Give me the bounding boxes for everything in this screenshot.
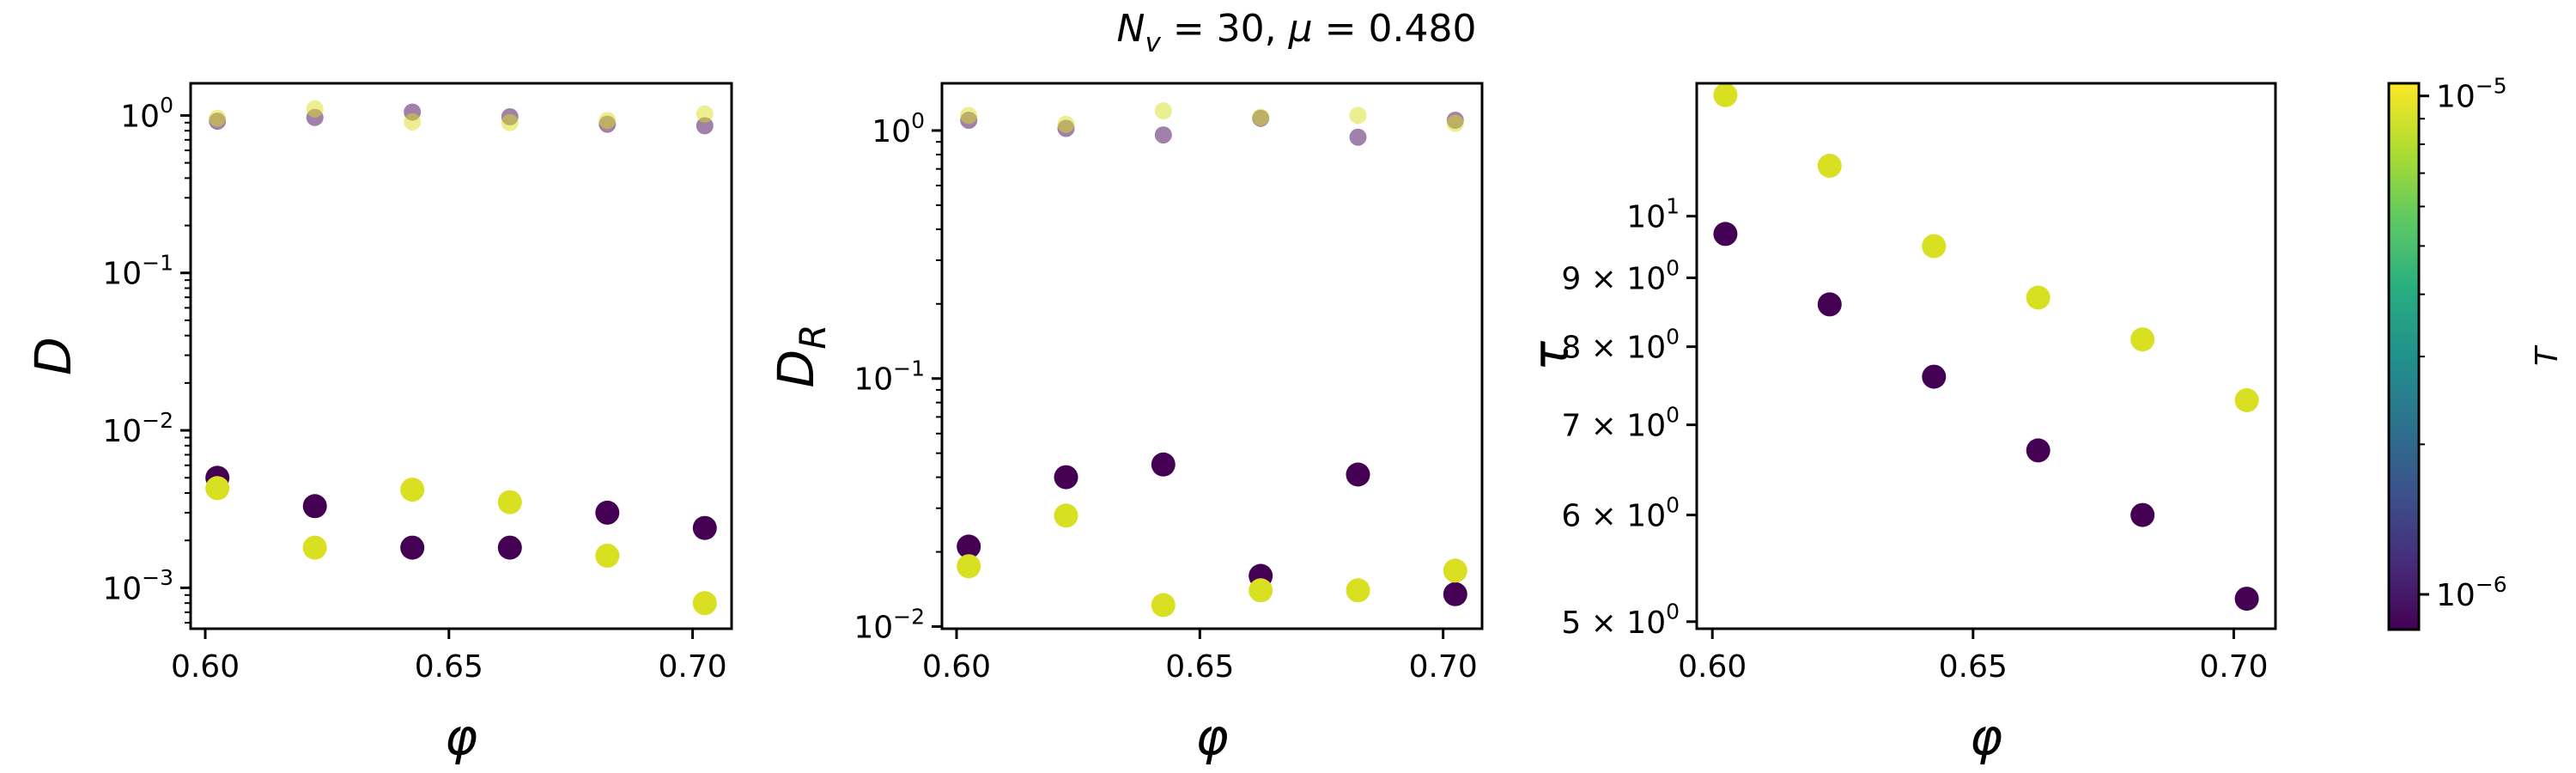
data-point: [2234, 587, 2259, 612]
data-point: [1249, 578, 1273, 603]
y-tick-label: 10−3: [102, 565, 173, 606]
data-point: [1713, 222, 1738, 247]
data-point: [2234, 388, 2259, 412]
y-tick-label: 9 × 100: [1561, 255, 1680, 296]
data-point: [1349, 107, 1367, 125]
data-point: [205, 476, 230, 501]
x-tick-label: 0.70: [659, 649, 727, 685]
data-point: [209, 109, 227, 127]
data-point: [2026, 438, 2050, 463]
colorbar-tick-label: 10−5: [2436, 73, 2507, 114]
plot-frame: [940, 82, 1484, 630]
figure-title: Nv = 30, μ = 0.480: [1117, 7, 1477, 58]
colorbar-tick-label: 10−6: [2436, 572, 2507, 613]
y-tick-label: 10−1: [102, 251, 173, 292]
data-point: [1443, 558, 1467, 583]
data-point: [2026, 285, 2050, 310]
y-tick-label: 6 × 100: [1561, 492, 1680, 533]
data-point: [497, 535, 522, 560]
y-tick-label: 7 × 100: [1561, 402, 1680, 443]
x-tick-label: 0.70: [1409, 649, 1478, 685]
data-point: [400, 478, 425, 502]
panel-D_R: 0.60 0.65 0.70 10−2 10−1 100 φ DR: [767, 82, 1484, 766]
y-tick-label: 10−2: [854, 604, 925, 645]
data-point: [595, 544, 620, 568]
panel-tau: 0.60 0.65 0.70 5 × 100 6 × 100 7 × 100 8 × 100…: [1522, 82, 2277, 766]
y-tick-label: 100: [120, 93, 173, 134]
y-tick-label: 8 × 100: [1561, 324, 1680, 365]
data-point: [1817, 154, 1842, 178]
x-tick-label: 0.60: [922, 649, 991, 685]
x-tick-label: 0.65: [1939, 649, 2008, 685]
y-tick-label: 100: [872, 108, 925, 149]
data-point: [302, 494, 327, 519]
data-point: [1446, 114, 1464, 132]
y-tick-label: 10−2: [102, 408, 173, 449]
data-point: [400, 535, 425, 560]
data-point: [1922, 364, 1947, 389]
data-point: [595, 500, 620, 525]
data-point: [1922, 234, 1947, 259]
y-axis-label: τ: [1522, 340, 1580, 371]
x-axis-label: φ: [1195, 708, 1228, 766]
plot-frame: [189, 82, 733, 630]
data-point: [1154, 126, 1172, 144]
x-axis-label: φ: [445, 708, 477, 766]
data-point: [1252, 108, 1270, 126]
data-point: [1443, 581, 1467, 606]
x-tick-label: 0.60: [1678, 649, 1747, 685]
data-point: [960, 107, 978, 125]
y-axis-label: D: [24, 337, 82, 375]
y-axis-label: DR: [767, 325, 834, 388]
data-point: [692, 591, 717, 616]
data-point: [1154, 102, 1172, 120]
data-point: [497, 490, 522, 514]
data-point: [404, 113, 422, 131]
data-point: [1713, 82, 1738, 107]
x-tick-label: 0.70: [2199, 649, 2268, 685]
y-tick-label: 5 × 100: [1561, 600, 1680, 641]
data-point: [302, 535, 327, 560]
data-point: [501, 113, 519, 131]
data-point: [2130, 502, 2155, 527]
x-tick-label: 0.65: [1165, 649, 1234, 685]
data-point: [306, 100, 324, 118]
data-point: [1346, 578, 1370, 603]
data-point: [1054, 465, 1078, 490]
colorbar: 10−5 10−6 T: [2387, 73, 2565, 631]
data-point: [598, 112, 617, 130]
data-point: [1817, 292, 1842, 317]
y-tick-label: 101: [1626, 193, 1680, 234]
data-point: [692, 515, 717, 540]
data-point: [1151, 593, 1176, 618]
y-tick-label: 10−1: [854, 356, 925, 398]
data-point: [957, 534, 981, 559]
x-axis-label: φ: [1970, 708, 2002, 766]
colorbar-gradient: [2389, 83, 2419, 630]
colorbar-label: T: [2530, 344, 2565, 366]
data-point: [1346, 462, 1370, 487]
data-point: [696, 105, 714, 123]
plot-frame: [1695, 82, 2277, 630]
panel-D: 0.60 0.65 0.70 10−3 10−2 10−1 100 φ D: [24, 82, 733, 766]
data-point: [957, 554, 981, 579]
data-point: [1057, 115, 1075, 133]
data-point: [1151, 452, 1176, 477]
data-point: [1349, 128, 1367, 146]
data-point: [2130, 327, 2155, 352]
x-tick-label: 0.60: [171, 649, 240, 685]
data-point: [1054, 503, 1078, 528]
x-tick-label: 0.65: [415, 649, 483, 685]
